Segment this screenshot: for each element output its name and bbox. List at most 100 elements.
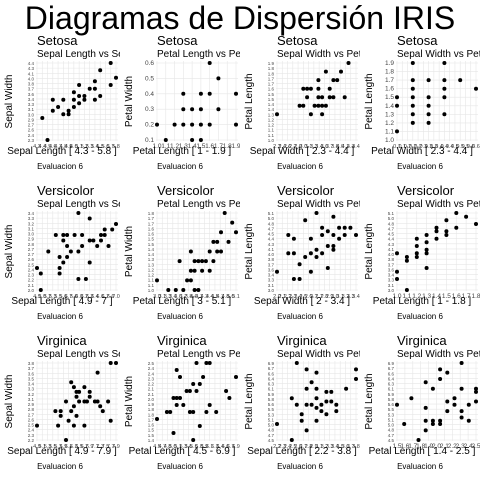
y-tick-label: 5.0 xyxy=(388,423,395,428)
x-tick-label: 6.6 xyxy=(96,294,104,298)
y-tick-label: 1.5 xyxy=(148,433,155,438)
x-tick-label: 4.5 xyxy=(211,294,219,298)
x-tick-label: 6.0 xyxy=(75,294,83,298)
y-tick-label: 1.1 xyxy=(148,283,155,288)
x-tick-label: 1.4 xyxy=(188,143,197,148)
y-tick-label: 2.0 xyxy=(28,288,35,293)
data-point xyxy=(301,86,306,91)
y-tick-label: 0.6 xyxy=(145,60,154,67)
data-point xyxy=(402,422,407,426)
x-tick-label: 6.4 xyxy=(91,294,99,298)
y-tick-label: 3.0 xyxy=(268,288,275,293)
y-tick-label: 2.2 xyxy=(28,278,35,283)
data-point xyxy=(95,244,100,248)
data-point xyxy=(334,409,339,414)
scatter-plot: 2.22.32.42.52.62.72.82.93.13.23.33.43.53… xyxy=(244,361,360,448)
y-tick-label: 1.5 xyxy=(148,242,155,247)
y-tick-label: 2.5 xyxy=(28,262,35,267)
scatter-plot: 2.32.42.62.72.93.03.13.33.43.63.73.84.04… xyxy=(244,61,360,148)
y-tick-label: 2.3 xyxy=(28,273,35,278)
y-tick-label: 2.5 xyxy=(148,361,155,366)
x-tick-label: 4.9 xyxy=(33,294,41,298)
panel-species-label: Versicolor xyxy=(277,183,335,198)
data-point xyxy=(342,233,347,237)
data-point xyxy=(297,103,302,108)
x-tick-label: 3.1 xyxy=(305,144,313,148)
x-tick-label: 3.4 xyxy=(352,294,360,298)
x-tick-label: 0.5 xyxy=(451,144,459,148)
y-tick-label: 1.7 xyxy=(268,82,275,87)
data-point xyxy=(99,233,103,237)
data-point xyxy=(164,410,169,414)
data-point xyxy=(294,402,299,407)
y-tick-label: 2.4 xyxy=(148,371,155,376)
y-tick-label: 2.2 xyxy=(148,382,155,387)
x-tick-label: 1.2 xyxy=(412,293,421,298)
data-point xyxy=(114,361,118,365)
x-tick-label: 3.3 xyxy=(164,294,172,298)
y-tick-label: 3.7 xyxy=(28,87,35,92)
data-point xyxy=(308,251,313,256)
data-point xyxy=(219,230,223,235)
x-tick-label: 2.4 xyxy=(464,443,473,448)
x-tick-label: 2.4 xyxy=(294,294,302,298)
x-tick-label: 5.0 xyxy=(70,144,78,148)
data-point xyxy=(99,238,103,243)
data-point xyxy=(410,120,415,125)
y-tick-label: 1.0 xyxy=(148,288,155,293)
y-tick-label: 3.1 xyxy=(28,226,35,231)
data-point xyxy=(61,97,66,102)
data-point xyxy=(50,108,55,113)
data-point xyxy=(190,107,195,112)
data-point xyxy=(192,288,197,292)
x-tick-label: 3.8 xyxy=(185,294,193,298)
x-tick-label: 2.6 xyxy=(305,294,313,298)
data-point xyxy=(215,249,220,254)
data-point xyxy=(77,101,82,106)
data-point xyxy=(40,116,45,120)
data-point xyxy=(181,288,186,292)
data-point xyxy=(291,236,296,241)
data-point xyxy=(106,244,111,248)
x-tick-label: 2.3 xyxy=(456,443,465,448)
y-axis-title: Petal Length xyxy=(244,373,255,429)
data-point xyxy=(324,412,329,417)
data-point xyxy=(458,78,463,83)
data-point xyxy=(234,230,238,235)
data-point xyxy=(286,251,291,256)
data-point xyxy=(325,229,330,234)
scatter-plot: 4.34.44.54.64.74.84.95.05.15.25.35.45.55… xyxy=(4,61,120,148)
data-point xyxy=(445,399,450,404)
data-point xyxy=(71,423,76,428)
y-tick-label: 2.0 xyxy=(148,397,155,402)
x-tick-label: 5.0 xyxy=(169,444,177,448)
data-point xyxy=(423,428,428,433)
panel-subtitle: Sepal Width vs Petal Length xyxy=(277,199,360,210)
x-tick-label: 6.9 xyxy=(107,294,115,298)
x-tick-label: 0.3 xyxy=(425,144,433,148)
data-point xyxy=(331,78,336,83)
data-point xyxy=(188,268,193,273)
y-tick-label: 5.3 xyxy=(268,412,275,417)
data-point xyxy=(181,403,186,407)
data-point xyxy=(214,410,219,414)
data-point xyxy=(308,236,313,241)
x-tick-label: 1.0 xyxy=(152,143,161,148)
y-axis-title: Petal Width xyxy=(124,226,135,277)
y-tick-label: 1.4 xyxy=(385,103,394,110)
panel-species-label: Setosa xyxy=(157,33,198,48)
scatter-plot: 4.95.05.25.35.55.65.75.96.06.26.36.46.66… xyxy=(4,211,120,298)
x-tick-label: 1.5 xyxy=(392,443,401,448)
x-tick-label: 3.8 xyxy=(352,444,360,448)
y-tick-label: 3.8 xyxy=(28,82,35,87)
data-point xyxy=(474,386,478,391)
data-point xyxy=(95,399,100,404)
data-point xyxy=(438,367,443,372)
data-point xyxy=(194,361,199,365)
x-tick-label: 1.8 xyxy=(471,293,480,298)
data-point xyxy=(35,423,39,428)
data-point xyxy=(226,239,231,244)
